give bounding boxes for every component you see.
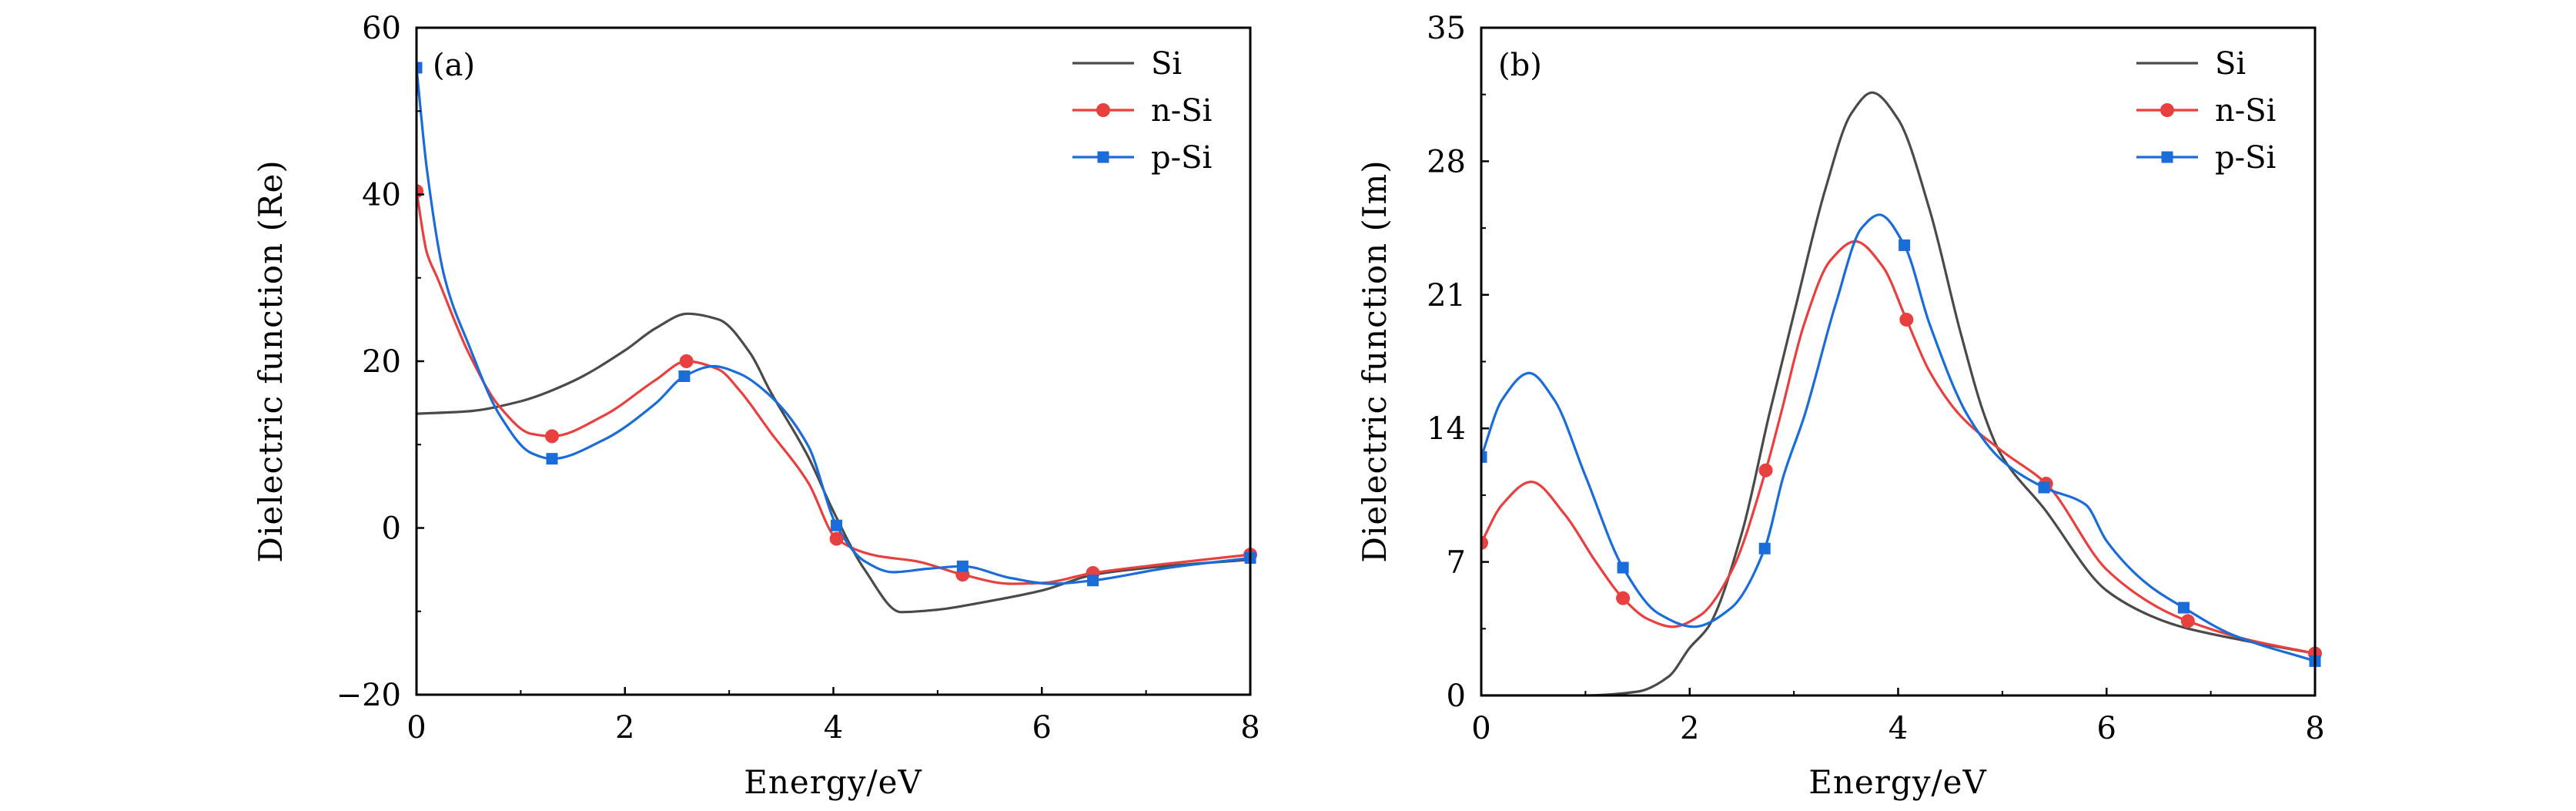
y-tick-label: 7 [1447,545,1466,581]
x-tick-label: 4 [1889,711,1908,746]
y-tick-label: 28 [1427,144,1466,179]
data-point-p-si [831,519,843,531]
series-line-si [417,312,1251,614]
legend-item-si: Si [2136,46,2246,82]
panel-label: (b) [1498,48,1542,83]
data-point-p-si [956,560,969,572]
x-axis-title: Energy/eV [744,763,922,801]
plot-frame [415,26,1252,696]
series-line-n-si [1481,240,2316,655]
y-tick-label: 60 [362,11,401,46]
x-tick-label: 6 [1032,710,1052,746]
data-point-p-si [1617,561,1629,574]
panel-label: (a) [433,48,475,83]
x-tick-label: 2 [615,710,634,746]
data-point-n-si [1481,535,1488,550]
legend-label: p-Si [2215,140,2276,176]
plot-area [1481,91,2322,695]
y-tick-label: 14 [1427,411,1466,447]
x-tick-label: 8 [2305,711,2324,746]
legend-label: n-Si [1151,93,1212,129]
x-tick-label: 0 [406,710,426,746]
legend: Si n-Si p-Si [1072,46,1212,176]
data-point-p-si [1087,575,1099,587]
series-line-p-si [1481,213,2316,662]
x-tick-label: 2 [1680,711,1699,746]
series-line-p-si [417,67,1251,585]
series-line-si [1481,91,2316,695]
data-point-n-si [679,354,694,368]
data-point-p-si [546,453,558,465]
y-axis-title: Dielectric function (Im) [1356,159,1393,562]
y-tick-label: 0 [1447,679,1466,714]
legend-item-n-si: n-Si [1072,93,1212,129]
legend-marker [2160,103,2174,117]
data-point-p-si [2177,602,2190,614]
legend-label: Si [2215,46,2246,82]
x-tick-label: 4 [824,710,843,746]
legend-label: p-Si [1151,140,1212,176]
plot-area [417,62,1257,614]
legend-marker [1096,103,1110,117]
legend-marker [2161,151,2173,163]
y-tick-label: 20 [362,344,401,380]
legend-item-p-si: p-Si [2136,140,2276,176]
legend: Si n-Si p-Si [2136,46,2276,176]
data-point-n-si [1758,463,1773,478]
data-point-n-si [544,429,559,444]
y-tick-label: 0 [382,511,401,547]
data-point-p-si [1899,239,1911,251]
x-axis-title: Energy/eV [1808,763,1987,801]
data-point-p-si [417,62,423,74]
legend-label: Si [1151,46,1182,82]
data-point-n-si [2180,614,2195,628]
legend-item-p-si: p-Si [1072,140,1212,176]
x-tick-label: 0 [1471,711,1490,746]
data-point-p-si [1481,451,1487,463]
y-axis-title: Dielectric function (Re) [252,159,289,562]
legend-label: n-Si [2215,93,2276,129]
legend-item-n-si: n-Si [2136,93,2276,129]
data-point-n-si [1899,313,1914,327]
y-tick-label: 35 [1427,11,1466,46]
data-point-p-si [2038,481,2050,494]
legend-marker [1097,151,1109,163]
data-point-p-si [678,370,691,382]
panel-b-imaginary-part: Dielectric function (Im) Energy/eV (b) 0… [1356,11,2325,801]
x-tick-label: 6 [2097,711,2116,746]
x-tick-label: 8 [1240,710,1260,746]
y-tick-label: 40 [362,178,401,213]
legend-item-si: Si [1072,46,1182,82]
data-point-n-si [1616,591,1631,605]
panel-a-real-part: Dielectric function (Re) Energy/eV (a) 0… [252,11,1260,801]
y-tick-label: −20 [336,678,401,713]
plot-frame [1480,26,2317,697]
data-point-p-si [1758,542,1771,555]
y-tick-label: 21 [1427,278,1466,313]
data-point-n-si [829,531,844,546]
